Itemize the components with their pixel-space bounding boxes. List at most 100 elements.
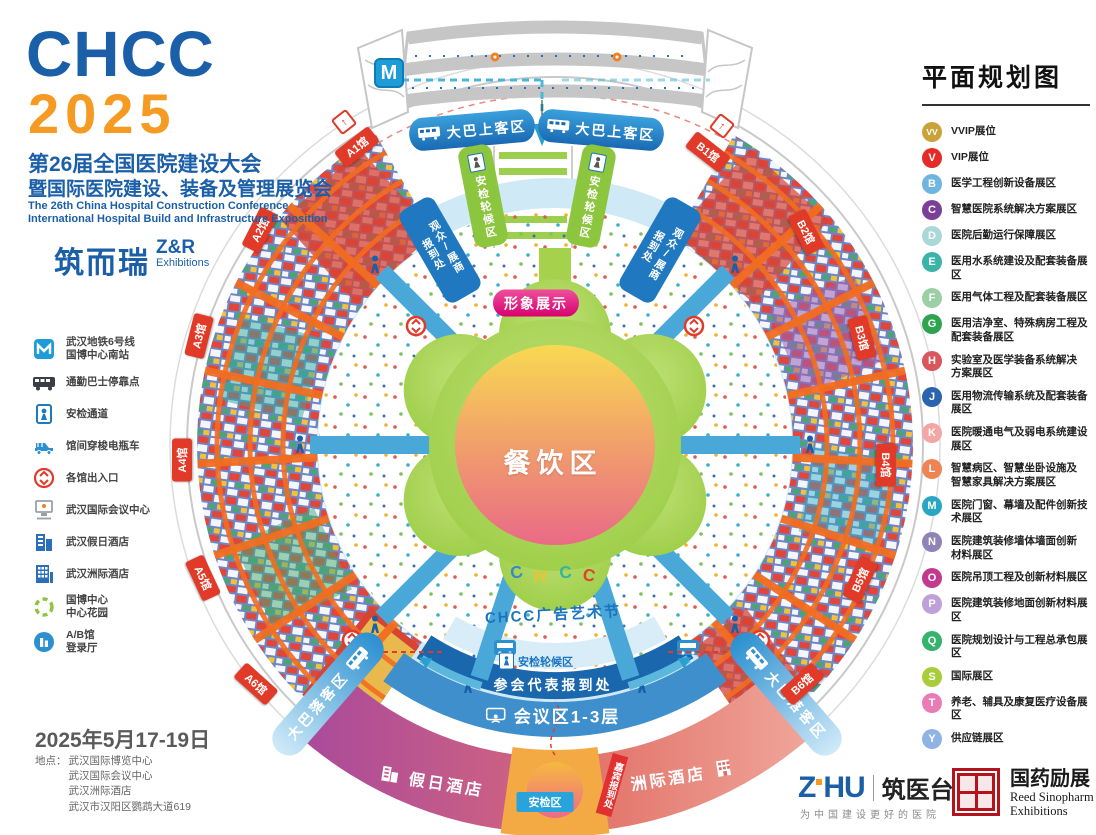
legend-label: 国博中心 中心花园 [66, 594, 108, 620]
security-person-icon [466, 151, 486, 173]
legend-item-security: 安检通道 [32, 402, 182, 426]
bus-icon [745, 646, 768, 670]
organizer-en1: Z&R [156, 237, 196, 258]
zone-dot-e: E [922, 252, 942, 272]
legend-label: 智慧病区、智慧坐卧设施及 智慧家具解决方案展区 [951, 462, 1077, 489]
legend-item-t: T 养老、辅具及康复医疗设备展区 [922, 692, 1090, 723]
title-en-1: The 26th China Hospital Construction Con… [28, 200, 289, 212]
hall-tag-b4: B4馆 [876, 443, 896, 487]
legend-item-f: F 医用气体工程及配套装备展区 [922, 288, 1090, 309]
metro-icon [34, 339, 54, 360]
legend-label: 医院后勤运行保障展区 [951, 229, 1056, 241]
zhu-z: Z [798, 770, 816, 804]
legend-label: 供应链展区 [951, 732, 1004, 745]
logo-divider [872, 774, 874, 801]
zone-dot-d: D [922, 226, 942, 246]
bus-icon [417, 126, 440, 141]
zone-dot-n: N [922, 531, 942, 552]
zone-dot-y: Y [922, 729, 942, 750]
reed-sinopharm-logo: 国药励展 Reed Sinopharm Exhibitions [952, 768, 1094, 819]
zone-dot-vv: VV [922, 122, 942, 142]
legend-item-p: P 医院建筑装修地面创新材料展区 [922, 594, 1090, 624]
legend-item-m: M 医院门窗、幕墙及配件创新技术展区 [922, 495, 1090, 526]
zone-dot-v: V [922, 148, 942, 168]
bus-icon [546, 118, 570, 134]
legend-item-y: Y 供应链展区 [922, 729, 1090, 750]
legend-item-b: B 医学工程创新设备展区 [922, 174, 1090, 194]
zhu-hu: HU [823, 770, 865, 804]
zone-dot-c: C [922, 200, 942, 220]
top-building [356, 20, 754, 130]
organizer-cn: 筑而瑞 [54, 247, 150, 280]
security-gate-icon [36, 404, 52, 425]
legend-label: 通勤巴士停靠点 [66, 375, 140, 388]
legend-label: 馆间穿梭电瓶车 [66, 439, 140, 452]
legend-label: 医院暖通电气及弱电系统建设展区 [951, 426, 1088, 452]
legend-item-interconti-hotel: 武汉洲际酒店 [32, 562, 182, 586]
legend-item-s: S 国际展区 [922, 666, 1090, 687]
legend-title: 平面规划图 [922, 58, 1090, 106]
zhu-dot [816, 778, 823, 785]
organizer-logo: 筑而瑞 Z&R Exhibitions [54, 238, 209, 282]
zone-dot-f: F [922, 288, 942, 309]
chcc-art-letters: C H C C [508, 562, 596, 587]
security-wait-wedge-right: 安检轮候区 [564, 142, 618, 250]
zone-dot-s: S [922, 666, 942, 687]
legend-label: 智慧医院系统解决方案展区 [951, 203, 1077, 215]
zhu-tagline: 为中国建设更好的医院 [800, 810, 940, 821]
hotel-band-right [560, 676, 815, 833]
bus-boarding-label: 大巴上客区 [445, 117, 527, 141]
legend-label: 医用洁净室、特殊病房工程及 配套装备展区 [951, 317, 1088, 343]
legend-item-gate: 各馆出入口 [32, 466, 182, 490]
legend-item-h: H 实验室及医学装备系统解决 方案展区 [922, 350, 1090, 381]
legend-item-k: K 医院暖通电气及弱电系统建设展区 [922, 423, 1090, 453]
legend-label: 医学工程创新设备展区 [951, 177, 1056, 189]
legend-label: 武汉假日酒店 [66, 535, 129, 548]
hotel-band-left [295, 676, 550, 833]
legend-label: 武汉洲际酒店 [66, 567, 129, 580]
legend-label: 武汉地铁6号线 国博中心南站 [66, 336, 135, 362]
legend-item-conference: 武汉国际会议中心 [32, 498, 182, 522]
address-prefix: 地点： [35, 755, 67, 767]
title-cn-2: 暨国际医院建设、装备及管理展览会 [28, 179, 333, 200]
legend-item-o: O 医院吊顶工程及创新材料展区 [922, 568, 1090, 589]
hotel-icon [381, 765, 399, 783]
title-en-2: International Hospital Build and Infrast… [28, 213, 328, 225]
legend-label: 养老、辅具及康复医疗设备展区 [951, 695, 1088, 722]
security-wait-label: 安检轮候区 [473, 173, 498, 240]
intercontinental-hotel-label: 洲际酒店 [629, 755, 737, 795]
legend-label: VVIP展位 [951, 125, 996, 137]
security-person-icon [499, 652, 514, 670]
metro-logo: M [374, 58, 404, 88]
zone-dot-p: P [922, 594, 942, 615]
gate-icon [33, 468, 55, 489]
legend-item-metro: 武汉地铁6号线 国博中心南站 [32, 336, 182, 362]
address-lines: 武汉国际博览中心 武汉国际会议中心 武汉洲际酒店 武汉市汉阳区鹦鹉大道619 [68, 755, 192, 813]
hotel-grid-icon [36, 565, 53, 584]
bus-boarding-banner-right: 大巴上客区 [536, 108, 666, 152]
legend-item-q: Q 医院规划设计与工程总承包展区 [922, 630, 1090, 661]
legend-right: 平面规划图 VV VVIP展位 V VIP展位 B 医学工程创新设备展区 C 智慧医院系… [922, 58, 1090, 755]
legend-item-garden: 国博中心 中心花园 [32, 594, 182, 620]
ring-arrows [418, 655, 692, 690]
delegate-checkin-label: 参会代表报到处 [493, 677, 613, 693]
conference-zone: 会议区1-3层 [485, 703, 621, 728]
conference-icon [35, 500, 53, 520]
legend-item-n: N 医院建筑装修墙体墙面创新 材料展区 [922, 531, 1090, 562]
zone-dot-h: H [922, 350, 942, 371]
logo-chcc: CHCC [26, 18, 215, 90]
legend-item-e: E 医用水系统建设及配套装备展区 [922, 252, 1090, 282]
legend-label: 各馆出入口 [66, 471, 119, 484]
legend-label: VIP展位 [951, 151, 989, 163]
legend-label: 医院门窗、幕墙及配件创新技术展区 [951, 498, 1088, 525]
security-person-icon [588, 151, 608, 173]
legend-item-j: J 医用物流传输系统及配套装备展区 [922, 386, 1090, 417]
legend-label: 医院吊顶工程及创新材料展区 [951, 571, 1088, 584]
legend-label: 医用气体工程及配套装备展区 [951, 291, 1088, 304]
legend-left: 武汉地铁6号线 国博中心南站 通勤巴士停靠点 安检通道 馆间穿梭电瓶车 各馆出入… [32, 336, 182, 663]
lobby-icon [34, 631, 54, 652]
zhu-cn: 筑医台 [881, 777, 954, 804]
legend-item-g: G 医用洁净室、特殊病房工程及 配套装备展区 [922, 314, 1090, 344]
zone-dot-j: J [922, 386, 942, 407]
